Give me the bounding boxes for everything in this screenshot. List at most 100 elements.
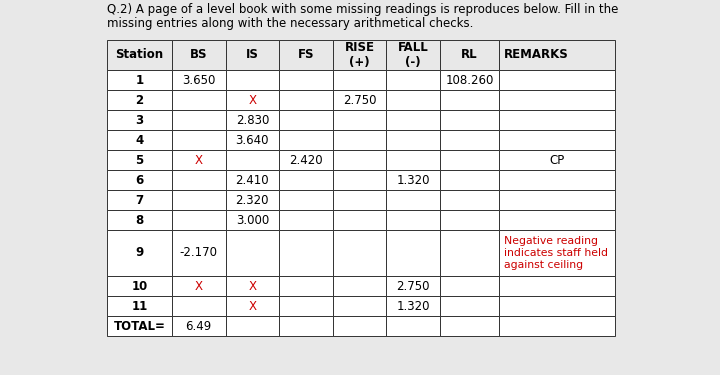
Bar <box>440 316 499 336</box>
Bar <box>499 230 615 276</box>
Bar <box>387 110 440 130</box>
Text: 10: 10 <box>131 279 148 292</box>
Bar <box>387 296 440 316</box>
Text: 6.49: 6.49 <box>186 320 212 333</box>
Text: 5: 5 <box>135 153 143 166</box>
Bar <box>225 110 279 130</box>
Bar <box>279 276 333 296</box>
Bar <box>333 276 387 296</box>
Bar <box>107 130 172 150</box>
Text: 3: 3 <box>135 114 143 126</box>
Text: CP: CP <box>549 153 564 166</box>
Bar <box>225 190 279 210</box>
Bar <box>333 130 387 150</box>
Bar <box>440 150 499 170</box>
Text: X: X <box>248 279 256 292</box>
Bar <box>107 110 172 130</box>
Bar <box>387 130 440 150</box>
Bar <box>107 230 172 276</box>
Text: REMARKS: REMARKS <box>504 48 569 62</box>
Bar <box>499 296 615 316</box>
Bar <box>279 170 333 190</box>
Bar <box>172 40 225 70</box>
Text: RL: RL <box>462 48 478 62</box>
Text: IS: IS <box>246 48 258 62</box>
Text: X: X <box>194 279 203 292</box>
Bar <box>279 40 333 70</box>
Bar <box>107 210 172 230</box>
Bar <box>440 276 499 296</box>
Bar <box>333 150 387 170</box>
Text: 2.750: 2.750 <box>397 279 430 292</box>
Text: missing entries along with the necessary arithmetical checks.: missing entries along with the necessary… <box>107 17 473 30</box>
Bar <box>387 90 440 110</box>
Bar <box>440 110 499 130</box>
Bar <box>387 210 440 230</box>
Text: X: X <box>248 93 256 106</box>
Text: 9: 9 <box>135 246 143 259</box>
Bar <box>279 316 333 336</box>
Bar <box>333 40 387 70</box>
Text: X: X <box>248 300 256 312</box>
Bar <box>279 150 333 170</box>
Bar <box>279 296 333 316</box>
Bar <box>107 150 172 170</box>
Bar <box>387 40 440 70</box>
Bar <box>107 276 172 296</box>
Bar <box>107 40 172 70</box>
Bar <box>225 40 279 70</box>
Text: Q.2) A page of a level book with some missing readings is reproduces below. Fill: Q.2) A page of a level book with some mi… <box>107 3 618 16</box>
Bar <box>279 210 333 230</box>
Bar <box>225 230 279 276</box>
Bar <box>499 276 615 296</box>
Bar <box>107 190 172 210</box>
Bar <box>172 316 225 336</box>
Bar <box>499 210 615 230</box>
Text: 1.320: 1.320 <box>397 174 430 186</box>
Bar <box>440 210 499 230</box>
Bar <box>279 230 333 276</box>
Bar <box>107 296 172 316</box>
Bar <box>499 110 615 130</box>
Text: Negative reading
indicates staff held
against ceiling: Negative reading indicates staff held ag… <box>504 236 608 270</box>
Bar <box>387 150 440 170</box>
Bar <box>225 150 279 170</box>
Bar <box>107 170 172 190</box>
Bar <box>225 276 279 296</box>
Text: X: X <box>194 153 203 166</box>
Text: 1.320: 1.320 <box>397 300 430 312</box>
Bar <box>172 190 225 210</box>
Bar <box>333 110 387 130</box>
Bar <box>333 316 387 336</box>
Text: 8: 8 <box>135 213 143 226</box>
Text: RISE
(+): RISE (+) <box>345 41 374 69</box>
Bar <box>440 130 499 150</box>
Bar <box>333 190 387 210</box>
Bar <box>499 170 615 190</box>
Bar <box>225 70 279 90</box>
Bar <box>107 316 172 336</box>
Bar <box>387 316 440 336</box>
Bar <box>172 276 225 296</box>
Text: 7: 7 <box>135 194 143 207</box>
Bar <box>333 230 387 276</box>
Bar <box>387 170 440 190</box>
Bar <box>333 170 387 190</box>
Bar <box>172 230 225 276</box>
Bar <box>172 296 225 316</box>
Text: 2.750: 2.750 <box>343 93 377 106</box>
Bar <box>499 150 615 170</box>
Bar <box>225 130 279 150</box>
Bar <box>172 90 225 110</box>
Bar <box>279 190 333 210</box>
Bar <box>440 230 499 276</box>
Text: 3.000: 3.000 <box>235 213 269 226</box>
Bar <box>172 210 225 230</box>
Bar <box>387 70 440 90</box>
Bar <box>499 316 615 336</box>
Bar <box>499 70 615 90</box>
Bar <box>279 110 333 130</box>
Bar <box>279 70 333 90</box>
Text: 1: 1 <box>135 74 143 87</box>
Text: 11: 11 <box>131 300 148 312</box>
